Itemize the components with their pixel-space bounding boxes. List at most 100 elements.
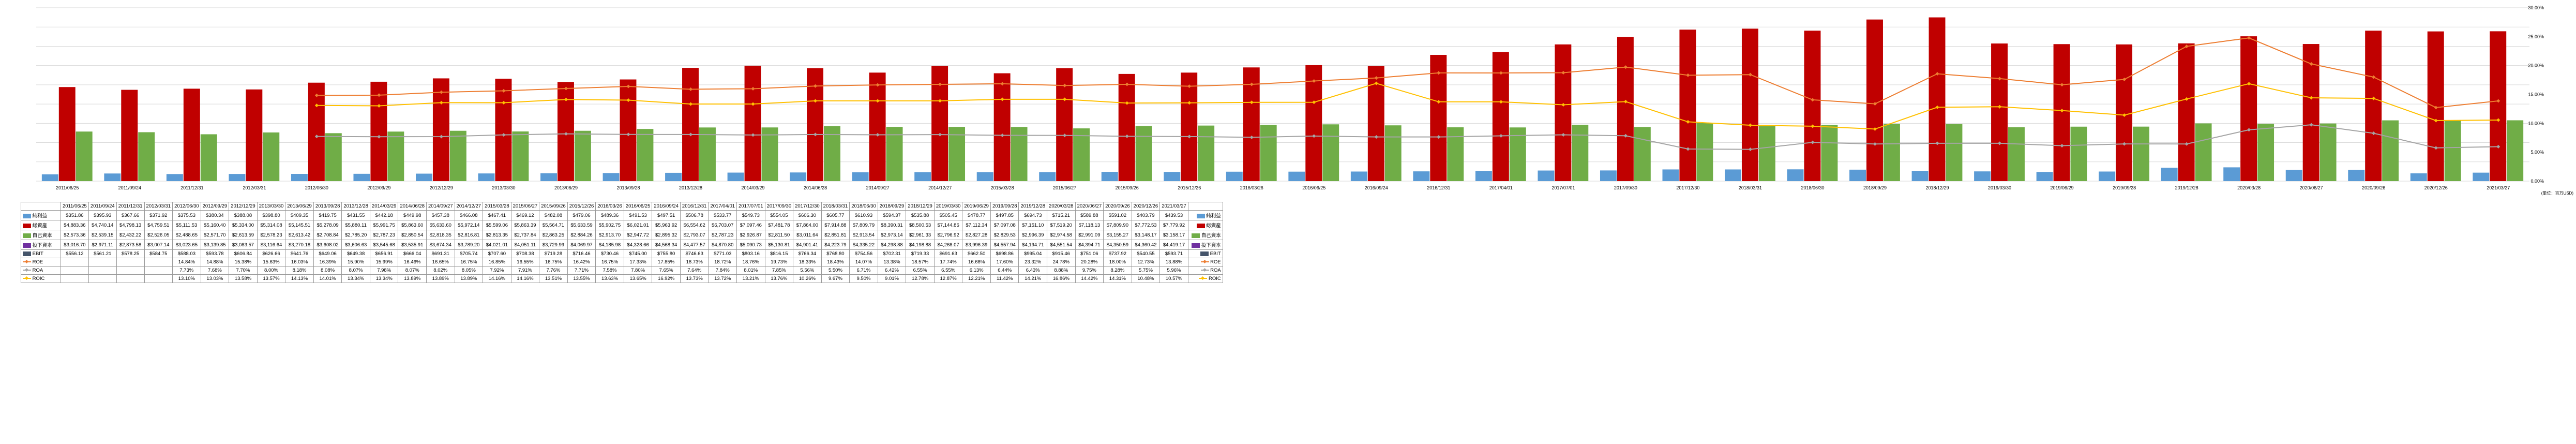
cell: $662.50	[962, 250, 991, 258]
cell: $482.08	[539, 211, 568, 220]
cell	[116, 258, 144, 267]
cell: $449.98	[398, 211, 427, 220]
cell: $4,350.59	[1104, 240, 1132, 250]
cell: $649.06	[313, 250, 342, 258]
cell: 16.65%	[427, 258, 455, 267]
cell: $766.34	[793, 250, 822, 258]
cell: $497.51	[652, 211, 681, 220]
cell: 16.86%	[1047, 275, 1076, 283]
cell: $3,139.85	[201, 240, 229, 250]
svg-text:2019/03/30: 2019/03/30	[1988, 185, 2011, 190]
cell: $535.88	[906, 211, 935, 220]
cell: $2,796.92	[934, 230, 962, 240]
cell: 7.85%	[765, 267, 793, 275]
cell: 16.85%	[483, 258, 511, 267]
cell: $2,816.81	[455, 230, 483, 240]
cell: $4,883.36	[61, 220, 89, 230]
col-header: 2013/12/28	[342, 202, 370, 211]
cell: $6,021.01	[624, 220, 652, 230]
cell: 16.39%	[313, 258, 342, 267]
svg-text:2013/09/28: 2013/09/28	[616, 185, 640, 190]
cell: 13.51%	[539, 275, 568, 283]
cell: 7.64%	[680, 267, 709, 275]
cell: $2,996.39	[1019, 230, 1047, 240]
cell: $3,608.02	[313, 240, 342, 250]
svg-text:2011/06/25: 2011/06/25	[56, 185, 79, 190]
cell: 9.67%	[821, 275, 850, 283]
cell: $588.03	[173, 250, 201, 258]
svg-text:20.00%: 20.00%	[2528, 63, 2544, 68]
cell: $5,334.00	[229, 220, 258, 230]
cell: $5,160.40	[201, 220, 229, 230]
cell: $5,564.71	[539, 220, 568, 230]
row-label-right-total_assets: 総資産	[1188, 220, 1223, 230]
cell: $5,902.75	[596, 220, 624, 230]
svg-text:2017/09/30: 2017/09/30	[1614, 185, 1637, 190]
cell: $2,539.15	[88, 230, 116, 240]
col-header: 2019/03/30	[934, 202, 962, 211]
cell: $691.63	[934, 250, 962, 258]
data-table: 2011/06/252011/09/242011/12/312012/03/31…	[21, 202, 1223, 283]
row-label-right-roe: ROE	[1188, 258, 1223, 267]
cell: $491.53	[624, 211, 652, 220]
row-label-roa: ROA	[21, 267, 61, 275]
cell: $719.33	[906, 250, 935, 258]
cell: $2,787.23	[709, 230, 737, 240]
cell: $439.53	[1160, 211, 1188, 220]
cell: $7,772.53	[1132, 220, 1160, 230]
cell: 14.13%	[285, 275, 314, 283]
svg-text:2015/09/26: 2015/09/26	[1116, 185, 1139, 190]
svg-text:2014/12/27: 2014/12/27	[928, 185, 952, 190]
cell: 14.16%	[511, 275, 539, 283]
cell: $554.05	[765, 211, 793, 220]
col-header: 2019/12/28	[1019, 202, 1047, 211]
cell: 17.85%	[652, 258, 681, 267]
svg-text:2018/03/31: 2018/03/31	[1739, 185, 1762, 190]
cell: $3,155.27	[1104, 230, 1132, 240]
cell: $395.93	[88, 211, 116, 220]
cell: $3,016.70	[61, 240, 89, 250]
svg-text:2020/12/26: 2020/12/26	[2424, 185, 2448, 190]
cell: $4,328.66	[624, 240, 652, 250]
cell: $7,779.92	[1160, 220, 1188, 230]
svg-text:2019/06/29: 2019/06/29	[2051, 185, 2074, 190]
cell: 16.75%	[455, 258, 483, 267]
cell	[61, 267, 89, 275]
cell: 14.84%	[173, 258, 201, 267]
cell: 16.46%	[398, 258, 427, 267]
cell: $8,500.53	[906, 220, 935, 230]
cell: $4,298.88	[878, 240, 906, 250]
cell: $584.75	[144, 250, 173, 258]
cell: $2,488.65	[173, 230, 201, 240]
cell: 7.73%	[173, 267, 201, 275]
cell: $4,194.71	[1019, 240, 1047, 250]
cell: 23.32%	[1019, 258, 1047, 267]
cell	[116, 267, 144, 275]
cell: $3,158.17	[1160, 230, 1188, 240]
cell: $641.76	[285, 250, 314, 258]
cell: 12.73%	[1132, 258, 1160, 267]
cell: $2,884.26	[567, 230, 596, 240]
cell: $556.12	[61, 250, 89, 258]
cell: $371.92	[144, 211, 173, 220]
col-header: 2016/03/26	[596, 202, 624, 211]
cell: $3,674.34	[427, 240, 455, 250]
col-header: 2018/09/29	[878, 202, 906, 211]
cell: $2,947.72	[624, 230, 652, 240]
cell: $409.35	[285, 211, 314, 220]
cell: $702.31	[878, 250, 906, 258]
cell: $2,913.54	[850, 230, 878, 240]
cell: $5,963.92	[652, 220, 681, 230]
cell: 5.56%	[793, 267, 822, 275]
cell: $2,813.35	[483, 230, 511, 240]
cell: 9.75%	[1075, 267, 1104, 275]
svg-text:0.00%: 0.00%	[2530, 179, 2544, 184]
col-header: 2013/09/28	[313, 202, 342, 211]
cell	[144, 258, 173, 267]
cell: $375.53	[173, 211, 201, 220]
svg-text:2012/03/31: 2012/03/31	[243, 185, 266, 190]
cell: $2,895.32	[652, 230, 681, 240]
cell: 6.13%	[962, 267, 991, 275]
cell: $367.66	[116, 211, 144, 220]
cell: $4,568.34	[652, 240, 681, 250]
